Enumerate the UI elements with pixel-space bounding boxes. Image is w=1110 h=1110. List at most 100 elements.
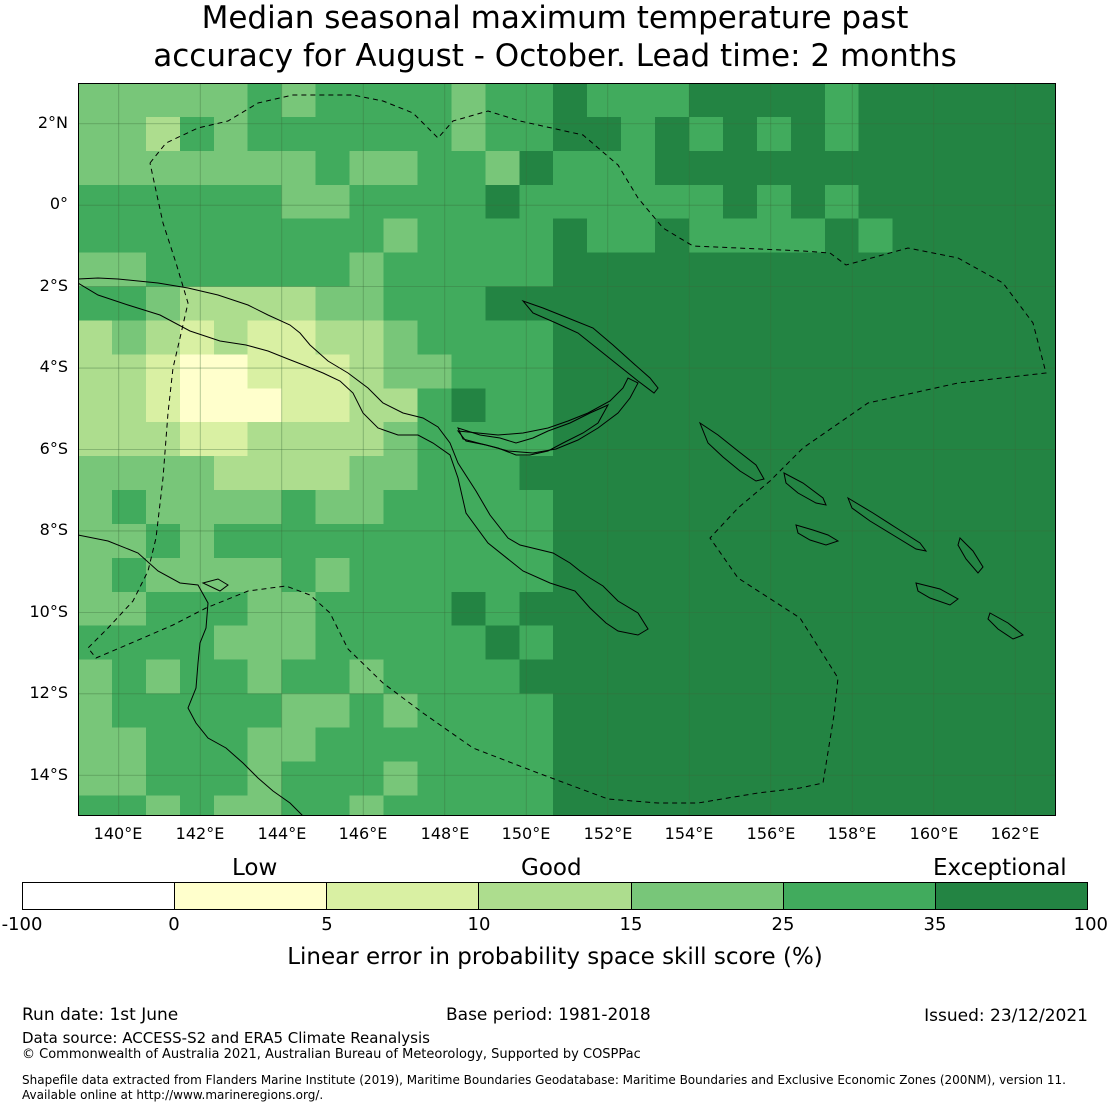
grid-cell	[451, 354, 486, 389]
grid-cell	[926, 727, 962, 762]
grid-cell	[213, 727, 249, 762]
grid-cell	[383, 286, 418, 321]
grid-cell	[587, 116, 622, 152]
grid-cell	[689, 625, 724, 661]
grid-cell	[790, 591, 826, 627]
grid-cell	[145, 761, 181, 796]
grid-cell	[315, 354, 351, 389]
grid-cell	[111, 83, 147, 118]
grid-cell	[790, 218, 826, 254]
grid-cell	[1028, 320, 1056, 355]
grid-cell	[960, 659, 996, 695]
grid-cell	[621, 659, 656, 695]
grid-cell	[111, 523, 147, 559]
grid-cell	[111, 218, 147, 254]
grid-cell	[417, 761, 452, 796]
grid-cell	[960, 286, 996, 321]
grid-cell	[213, 693, 249, 729]
grid-cell	[790, 795, 826, 816]
grid-cell	[926, 354, 962, 389]
grid-cell	[111, 354, 147, 389]
grid-cell	[926, 693, 962, 729]
grid-cell	[722, 625, 758, 661]
grid-cell	[790, 354, 826, 389]
grid-cell	[349, 286, 385, 321]
grid-cell	[689, 693, 724, 729]
grid-cell	[383, 727, 418, 762]
grid-cell	[281, 490, 317, 525]
grid-cell	[281, 659, 317, 695]
grid-cell	[281, 83, 317, 118]
grid-cell	[349, 727, 385, 762]
grid-cell	[689, 83, 724, 118]
grid-cell	[824, 761, 860, 796]
grid-cell	[926, 490, 962, 525]
grid-cell	[689, 490, 724, 525]
grid-cell	[756, 727, 792, 762]
grid-cell	[858, 422, 894, 457]
grid-cell	[315, 83, 351, 118]
grid-cell	[145, 83, 181, 118]
grid-cell	[485, 354, 520, 389]
grid-cell	[892, 116, 928, 152]
grid-cell	[315, 490, 351, 525]
grid-cell	[756, 557, 792, 593]
colorbar-category-low: Low	[232, 855, 278, 881]
grid-cell	[756, 523, 792, 559]
grid-cell	[417, 693, 452, 729]
grid-cell	[858, 693, 894, 729]
x-tick-label: 140°E	[93, 824, 143, 843]
grid-cell	[247, 116, 283, 152]
grid-cell	[417, 184, 452, 220]
grid-cell	[689, 659, 724, 695]
grid-cell	[926, 218, 962, 254]
grid-cell	[926, 795, 962, 816]
grid-cell	[824, 83, 860, 118]
grid-cell	[790, 184, 826, 220]
grid-cell	[722, 422, 758, 457]
grid-cell	[349, 116, 385, 152]
data-source: Data source: ACCESS-S2 and ERA5 Climate …	[22, 1029, 430, 1047]
grid-cell	[519, 591, 554, 627]
grid-cell	[315, 591, 351, 627]
grid-cell	[824, 625, 860, 661]
grid-cell	[994, 557, 1029, 593]
grid-cell	[78, 388, 113, 423]
grid-cell	[111, 320, 147, 355]
y-tick-label: 14°S	[29, 765, 68, 784]
grid-cell	[78, 218, 113, 254]
grid-cell	[824, 286, 860, 321]
grid-cell	[349, 422, 385, 457]
grid-cell	[213, 795, 249, 816]
grid-cell	[213, 388, 249, 423]
grid-cell	[587, 184, 622, 220]
grid-cell	[960, 388, 996, 423]
grid-cell	[145, 693, 181, 729]
grid-cell	[451, 150, 486, 186]
grid-cell	[247, 388, 283, 423]
grid-cell	[145, 727, 181, 762]
grid-cell	[553, 184, 588, 220]
grid-cell	[213, 625, 249, 661]
grid-cell	[892, 795, 928, 816]
colorbar-category-exceptional: Exceptional	[933, 855, 1067, 881]
grid-cell	[519, 727, 554, 762]
grid-cell	[145, 490, 181, 525]
grid-cell	[621, 83, 656, 118]
grid-cell	[756, 693, 792, 729]
grid-cell	[655, 456, 690, 491]
y-tick-label: 6°S	[39, 439, 68, 458]
grid-cell	[485, 116, 520, 152]
grid-cell	[587, 422, 622, 457]
grid-cell	[655, 218, 690, 254]
grid-cell	[519, 218, 554, 254]
grid-cell	[824, 150, 860, 186]
grid-cell	[519, 490, 554, 525]
grid-cell	[1028, 693, 1056, 729]
grid-cell	[111, 795, 147, 816]
grid-cell	[1028, 422, 1056, 457]
colorbar-swatch	[23, 883, 176, 909]
grid-cell	[587, 286, 622, 321]
grid-cell	[892, 761, 928, 796]
grid-cell	[858, 388, 894, 423]
